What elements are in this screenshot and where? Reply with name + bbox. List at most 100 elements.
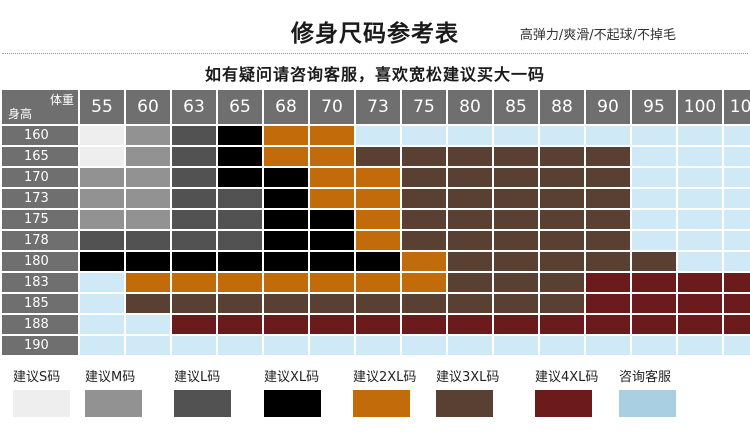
size-cell <box>494 147 538 166</box>
size-cell <box>264 315 308 334</box>
size-cell <box>586 336 630 355</box>
size-cell <box>310 336 354 355</box>
legend-swatch <box>619 390 676 417</box>
weight-header: 73 <box>356 90 400 124</box>
legend-label: 建议3XL码 <box>436 370 500 385</box>
size-cell <box>80 210 124 229</box>
size-cell <box>678 273 722 292</box>
size-cell <box>448 336 492 355</box>
size-cell <box>218 273 262 292</box>
weight-header: 65 <box>218 90 262 124</box>
fabric-features: 高弹力/爽滑/不起球/不掉毛 <box>519 28 676 43</box>
size-cell <box>586 189 630 208</box>
size-cell <box>586 294 630 313</box>
size-cell <box>356 252 400 271</box>
size-cell <box>356 273 400 292</box>
weight-header: 90 <box>586 90 630 124</box>
size-cell <box>126 147 170 166</box>
height-header: 170 <box>2 168 78 187</box>
size-cell <box>356 168 400 187</box>
size-cell <box>218 210 262 229</box>
size-cell <box>724 273 750 292</box>
size-cell <box>586 210 630 229</box>
size-cell <box>494 315 538 334</box>
size-cell <box>356 336 400 355</box>
size-cell <box>356 126 400 145</box>
size-cell <box>540 231 584 250</box>
size-cell <box>586 168 630 187</box>
size-cell <box>448 315 492 334</box>
size-cell <box>126 231 170 250</box>
size-cell <box>172 231 216 250</box>
size-cell <box>264 336 308 355</box>
legend-swatch <box>353 390 410 417</box>
size-cell <box>678 252 722 271</box>
height-header: 183 <box>2 273 78 292</box>
weight-header: 100 <box>678 90 722 124</box>
size-cell <box>678 126 722 145</box>
size-cell <box>540 189 584 208</box>
size-cell <box>80 168 124 187</box>
legend-swatch <box>535 390 592 417</box>
height-header: 185 <box>2 294 78 313</box>
size-cell <box>540 126 584 145</box>
legend-swatch <box>13 390 70 417</box>
size-cell <box>218 315 262 334</box>
size-cell <box>172 336 216 355</box>
size-cell <box>264 273 308 292</box>
size-cell <box>310 147 354 166</box>
size-cell <box>632 294 676 313</box>
size-cell <box>218 336 262 355</box>
size-cell <box>586 147 630 166</box>
size-cell <box>724 210 750 229</box>
size-cell <box>632 231 676 250</box>
size-cell <box>264 210 308 229</box>
size-cell <box>678 336 722 355</box>
size-cell <box>632 252 676 271</box>
size-cell <box>586 231 630 250</box>
weight-header: 68 <box>264 90 308 124</box>
size-cell <box>448 189 492 208</box>
size-cell <box>172 189 216 208</box>
page-title: 修身尺码参考表 <box>291 21 459 47</box>
size-cell <box>356 147 400 166</box>
size-cell <box>80 189 124 208</box>
size-cell <box>632 168 676 187</box>
size-cell <box>724 126 750 145</box>
size-cell <box>402 294 446 313</box>
size-cell <box>356 210 400 229</box>
size-cell <box>356 231 400 250</box>
size-cell <box>402 168 446 187</box>
size-cell <box>632 126 676 145</box>
size-cell <box>724 252 750 271</box>
size-cell <box>678 294 722 313</box>
size-cell <box>218 231 262 250</box>
size-cell <box>494 294 538 313</box>
legend-swatch <box>436 390 493 417</box>
legend-swatch <box>174 390 231 417</box>
size-cell <box>126 189 170 208</box>
size-cell <box>310 294 354 313</box>
weight-header: 88 <box>540 90 584 124</box>
size-cell <box>724 189 750 208</box>
legend-label: 咨询客服 <box>619 370 672 385</box>
size-cell <box>264 294 308 313</box>
size-cell <box>724 315 750 334</box>
weight-header: 80 <box>448 90 492 124</box>
size-cell <box>632 315 676 334</box>
size-cell <box>448 210 492 229</box>
size-cell <box>724 294 750 313</box>
size-cell <box>172 210 216 229</box>
size-cell <box>540 273 584 292</box>
legend-label: 建议M码 <box>85 370 136 385</box>
size-cell <box>402 231 446 250</box>
size-cell <box>632 336 676 355</box>
size-cell <box>310 252 354 271</box>
size-cell <box>264 189 308 208</box>
size-cell <box>310 315 354 334</box>
legend-label: 建议XL码 <box>264 370 320 385</box>
legend-label: 建议L码 <box>174 370 221 385</box>
size-cell <box>540 210 584 229</box>
size-cell <box>402 336 446 355</box>
size-cell <box>448 126 492 145</box>
